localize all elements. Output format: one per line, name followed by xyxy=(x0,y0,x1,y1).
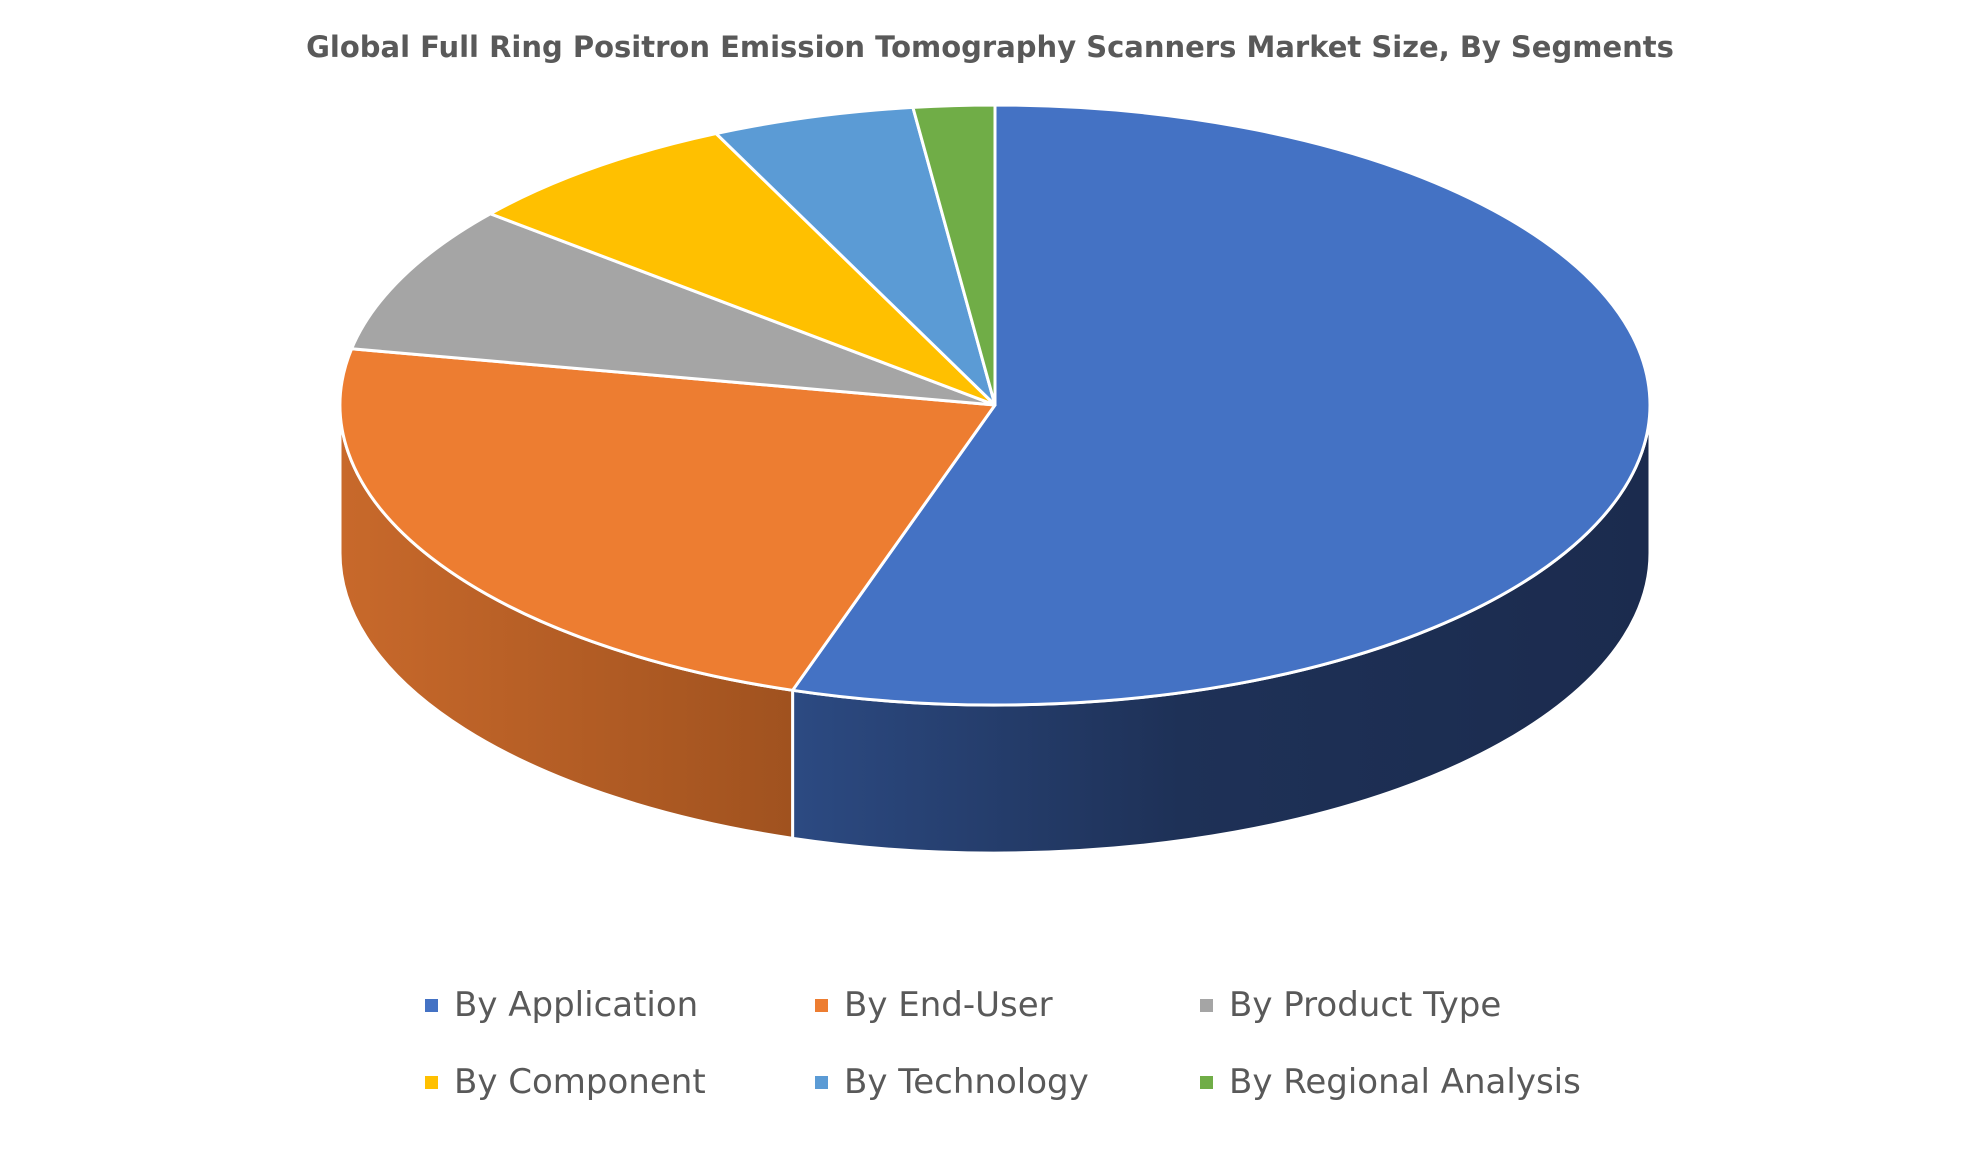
legend-item-by-application: By Application xyxy=(425,985,698,1025)
legend-item-by-product-type: By Product Type xyxy=(1200,985,1501,1025)
legend-item-by-technology: By Technology xyxy=(815,1062,1089,1102)
legend-label-by-product-type: By Product Type xyxy=(1229,985,1502,1025)
pie-slice-by-component xyxy=(488,132,997,407)
pie-slice-by-end-user xyxy=(338,347,997,692)
chart-title: Global Full Ring Positron Emission Tomog… xyxy=(306,30,1674,64)
legend-label-by-regional-analysis: By Regional Analysis xyxy=(1229,1062,1581,1102)
legend-label-by-component: By Component xyxy=(454,1062,706,1102)
pie-slice-by-regional-analysis xyxy=(911,103,997,407)
legend-label-by-technology: By Technology xyxy=(844,1062,1089,1102)
pie-slice-by-application xyxy=(791,103,1652,707)
legend-swatch-by-technology xyxy=(815,1075,828,1089)
legend-swatch-by-component xyxy=(425,1075,438,1089)
pie-slice-by-product-type xyxy=(350,212,997,407)
pie-slice-by-technology xyxy=(714,105,997,407)
pie-tops xyxy=(338,103,1652,707)
chart-legend: By Application By End-User By Product Type… xyxy=(425,985,1625,1155)
legend-swatch-by-product-type xyxy=(1200,998,1213,1012)
legend-item-by-end-user: By End-User xyxy=(815,985,1053,1025)
legend-item-by-component: By Component xyxy=(425,1062,706,1102)
legend-label-by-end-user: By End-User xyxy=(844,985,1053,1025)
legend-swatch-by-end-user xyxy=(815,998,828,1012)
legend-label-by-application: By Application xyxy=(454,985,699,1025)
legend-item-by-regional-analysis: By Regional Analysis xyxy=(1200,1062,1581,1102)
legend-swatch-by-regional-analysis xyxy=(1200,1075,1213,1089)
legend-swatch-by-application xyxy=(425,998,438,1012)
